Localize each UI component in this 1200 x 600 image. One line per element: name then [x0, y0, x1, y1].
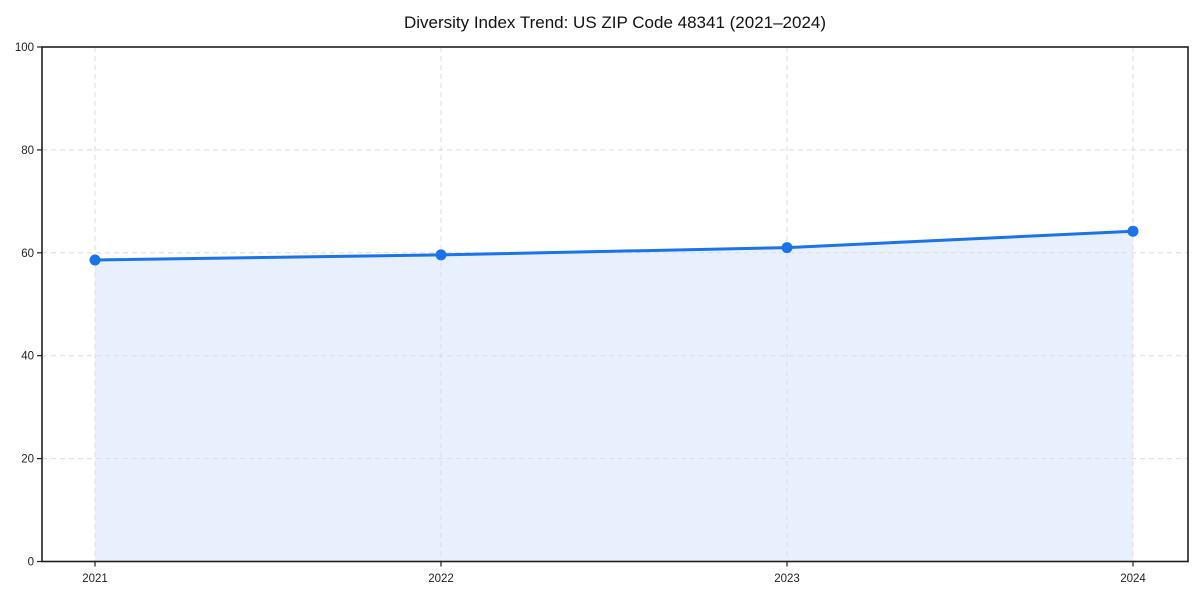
data-point-2024	[1127, 225, 1139, 237]
x-tick-label-2021: 2021	[82, 573, 108, 585]
x-tick-label-2024: 2024	[1120, 573, 1146, 585]
y-tick-label-80: 80	[21, 145, 34, 157]
chart-title: Diversity Index Trend: US ZIP Code 48341…	[403, 13, 827, 32]
x-tick-label-2022: 2022	[428, 573, 454, 585]
data-point-2023	[781, 242, 793, 254]
x-tick-label-2023: 2023	[774, 573, 800, 585]
y-tick-label-20: 20	[21, 454, 34, 466]
data-point-2021	[89, 254, 101, 266]
y-tick-label-40: 40	[21, 351, 34, 363]
y-tick-label-60: 60	[21, 248, 34, 260]
data-point-2022	[435, 249, 447, 261]
trend-line	[93, 229, 1135, 262]
y-tick-label-100: 100	[15, 42, 34, 54]
y-tick-label-0: 0	[28, 557, 34, 569]
area-fill	[95, 231, 1133, 562]
plot-border	[41, 46, 1189, 563]
